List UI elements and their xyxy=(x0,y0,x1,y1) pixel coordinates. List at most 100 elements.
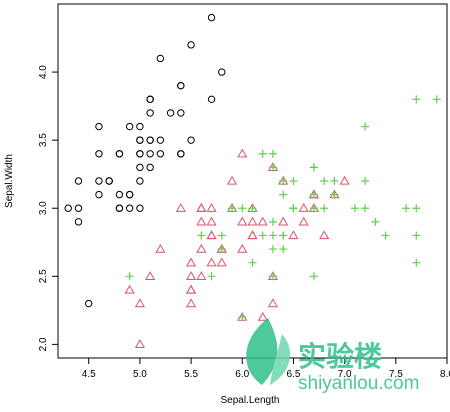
data-point-plus xyxy=(330,190,339,199)
series-circle xyxy=(64,13,226,308)
x-axis: 4.5 5.0 5.5 6.0 6.5 7.0 7.5 8.0 xyxy=(82,358,450,380)
data-point-triangle xyxy=(155,243,166,253)
data-point-triangle xyxy=(196,203,207,212)
data-point-triangle xyxy=(257,311,268,321)
data-point-circle xyxy=(146,95,154,104)
data-point-circle xyxy=(125,204,134,212)
data-point-plus xyxy=(320,204,329,213)
x-tick-label: 5.0 xyxy=(133,369,147,380)
data-point-circle xyxy=(95,150,103,158)
data-point-plus xyxy=(125,272,134,281)
data-point-triangle xyxy=(206,203,217,212)
data-point-triangle xyxy=(267,298,279,308)
data-point-plus xyxy=(268,245,277,254)
data-point-triangle xyxy=(237,148,248,158)
data-point-plus xyxy=(268,231,277,240)
data-point-circle xyxy=(187,41,195,49)
watermark-subtext: shiyanlou.com xyxy=(298,373,419,394)
data-point-circle xyxy=(177,81,185,90)
data-point-circle xyxy=(74,177,83,185)
x-tick-label: 6.5 xyxy=(286,369,300,380)
data-point-plus xyxy=(279,231,288,240)
data-point-triangle xyxy=(186,298,197,308)
data-point-circle xyxy=(64,204,72,212)
x-tick-label: 7.0 xyxy=(338,369,352,380)
data-point-plus xyxy=(361,204,370,213)
data-point-circle xyxy=(146,150,154,158)
x-tick-label: 8.0 xyxy=(440,369,450,380)
data-point-plus xyxy=(268,217,277,226)
series-triangle xyxy=(124,148,350,349)
data-point-triangle xyxy=(186,284,197,294)
data-point-plus xyxy=(258,231,267,240)
data-point-circle xyxy=(136,150,144,158)
data-point-circle xyxy=(146,136,154,144)
data-point-triangle xyxy=(247,216,258,226)
data-point-circle xyxy=(105,177,113,185)
data-point-triangle xyxy=(226,175,238,185)
data-point-plus xyxy=(248,258,257,267)
data-point-circle xyxy=(207,95,216,104)
data-point-circle xyxy=(136,163,144,172)
data-point-circle xyxy=(166,109,175,117)
data-point-circle xyxy=(95,177,103,185)
data-point-triangle xyxy=(216,257,227,267)
data-point-triangle xyxy=(237,216,248,226)
data-point-circle xyxy=(115,204,124,212)
data-point-plus xyxy=(381,231,390,240)
data-point-plus xyxy=(412,258,421,267)
data-point-triangle xyxy=(134,298,145,308)
data-point-plus xyxy=(330,177,339,185)
data-point-circle xyxy=(218,68,226,76)
leaf-logo-icon xyxy=(246,318,291,385)
data-point-triangle xyxy=(257,216,268,226)
x-tick-label: 7.5 xyxy=(389,369,403,380)
data-point-plus xyxy=(279,177,288,185)
x-tick-label: 4.5 xyxy=(82,369,96,380)
data-point-circle xyxy=(125,190,134,199)
y-tick-label: 3.5 xyxy=(38,133,49,147)
x-tick-label: 6.0 xyxy=(235,369,249,380)
data-point-plus xyxy=(361,177,370,185)
data-point-triangle xyxy=(134,339,145,349)
y-axis: 2.0 2.5 3.0 3.5 4.0 xyxy=(38,65,58,351)
data-point-circle xyxy=(187,136,195,144)
y-tick-label: 4.0 xyxy=(38,65,49,79)
data-point-plus xyxy=(268,272,277,281)
y-axis-label: Sepal.Width xyxy=(4,154,15,208)
data-point-circle xyxy=(207,13,216,22)
data-point-plus xyxy=(309,163,318,172)
data-point-triangle xyxy=(175,203,186,212)
data-point-triangle xyxy=(186,271,197,280)
data-point-circle xyxy=(136,122,144,131)
x-tick-label: 5.5 xyxy=(184,369,198,380)
data-point-triangle xyxy=(298,203,309,212)
data-point-plus xyxy=(289,177,298,185)
data-point-circle xyxy=(177,109,185,117)
data-point-triangle xyxy=(319,230,330,240)
data-point-triangle xyxy=(196,203,207,212)
data-point-plus xyxy=(361,122,370,131)
data-point-circle xyxy=(177,150,185,158)
data-point-circle xyxy=(125,122,134,131)
data-point-plus xyxy=(309,204,318,213)
data-point-plus xyxy=(309,190,318,199)
data-point-triangle xyxy=(145,271,156,280)
data-point-plus xyxy=(289,204,298,213)
data-point-plus xyxy=(217,231,226,240)
data-point-circle xyxy=(156,136,165,144)
data-point-plus xyxy=(412,95,421,104)
data-point-circle xyxy=(95,190,103,199)
data-point-circle xyxy=(136,204,144,212)
watermark-text: 实验楼 xyxy=(298,340,382,372)
data-point-plus xyxy=(320,177,329,185)
data-point-triangle xyxy=(206,216,217,226)
data-point-circle xyxy=(136,177,144,185)
data-point-plus xyxy=(279,245,288,254)
data-point-plus xyxy=(248,204,257,213)
data-point-plus xyxy=(371,217,380,226)
data-point-plus xyxy=(238,313,247,322)
plot-frame xyxy=(57,3,448,359)
data-points xyxy=(64,13,441,349)
